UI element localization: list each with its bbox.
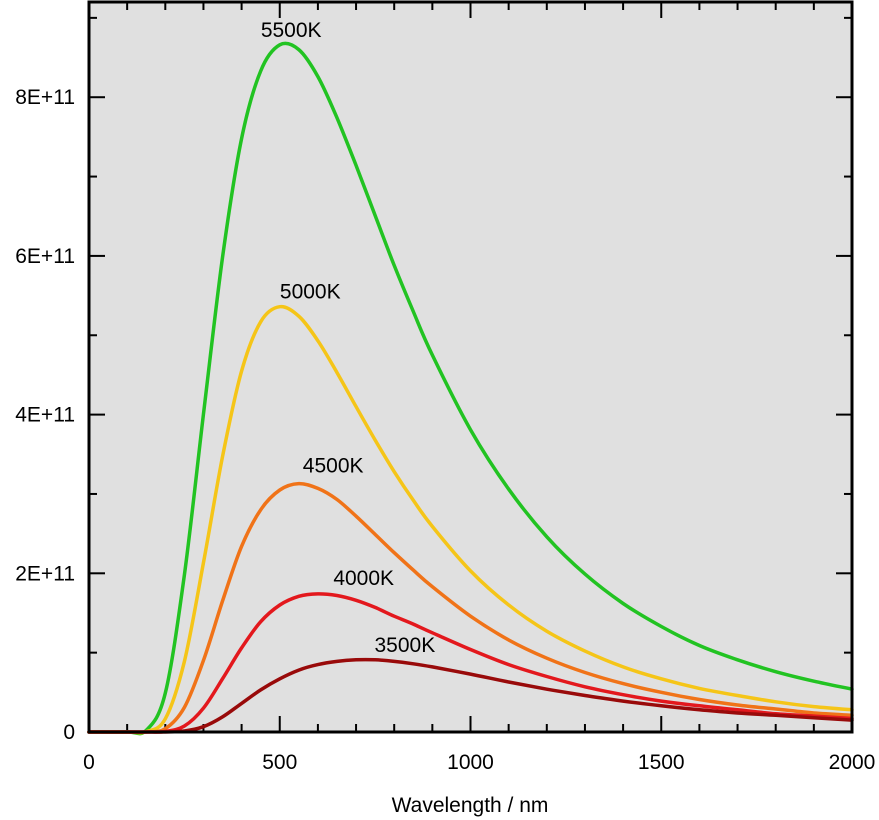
y-tick-label: 6E+11 — [15, 245, 75, 268]
plot-area — [89, 2, 852, 732]
y-tick-label: 2E+11 — [15, 562, 75, 585]
x-tick-label: 2000 — [829, 751, 876, 774]
x-tick-label: 1000 — [447, 751, 494, 774]
series-label-4500k: 4500K — [303, 454, 364, 477]
x-tick-label: 500 — [262, 751, 297, 774]
series-line-4500k — [87, 481, 854, 734]
y-tick-labels: 0 2E+11 4E+11 6E+11 8E+11 — [15, 86, 75, 744]
plot-frame — [87, 0, 854, 734]
series-label-4000k: 4000K — [333, 567, 394, 590]
series-label-5000k: 5000K — [280, 281, 341, 304]
y-tick-label: 0 — [63, 721, 75, 744]
series-labels: 5500K 5000K 4500K 4000K 3500K — [261, 19, 435, 657]
y-tick-label: 8E+11 — [15, 86, 75, 109]
series-label-5500k: 5500K — [261, 19, 322, 42]
series-line-3500k — [87, 657, 854, 734]
x-tick-label: 1500 — [638, 751, 685, 774]
series-line-5500k — [87, 41, 854, 736]
x-axis-title: Wavelength / nm — [392, 794, 549, 817]
x-tick-label: 0 — [83, 751, 95, 774]
series-line-5000k — [87, 304, 854, 735]
series-label-3500k: 3500K — [375, 634, 436, 657]
x-tick-labels: 0 500 1000 1500 2000 — [83, 751, 875, 774]
series-lines — [87, 41, 854, 736]
series-line-4000k — [87, 592, 854, 734]
y-tick-label: 4E+11 — [15, 404, 75, 427]
